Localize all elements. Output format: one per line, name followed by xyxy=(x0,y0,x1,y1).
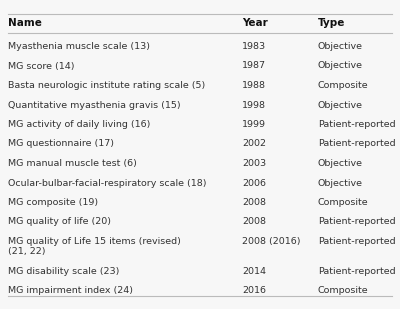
Text: Name: Name xyxy=(8,18,42,28)
Text: Composite: Composite xyxy=(318,81,369,90)
Text: 1988: 1988 xyxy=(242,81,266,90)
Text: MG quality of Life 15 items (revised): MG quality of Life 15 items (revised) xyxy=(8,237,181,246)
Text: Myasthenia muscle scale (13): Myasthenia muscle scale (13) xyxy=(8,42,150,51)
Text: 1987: 1987 xyxy=(242,61,266,70)
Text: Objective: Objective xyxy=(318,61,363,70)
Text: MG score (14): MG score (14) xyxy=(8,61,74,70)
Text: 2003: 2003 xyxy=(242,159,266,168)
Text: MG questionnaire (17): MG questionnaire (17) xyxy=(8,139,114,149)
Text: Objective: Objective xyxy=(318,179,363,188)
Text: Patient-reported: Patient-reported xyxy=(318,266,396,276)
Text: 2008: 2008 xyxy=(242,218,266,226)
Text: 2006: 2006 xyxy=(242,179,266,188)
Text: 1998: 1998 xyxy=(242,100,266,109)
Text: Objective: Objective xyxy=(318,159,363,168)
Text: Patient-reported: Patient-reported xyxy=(318,139,396,149)
Text: Type: Type xyxy=(318,18,345,28)
Text: Year: Year xyxy=(242,18,268,28)
Text: Objective: Objective xyxy=(318,42,363,51)
Text: 2008 (2016): 2008 (2016) xyxy=(242,237,300,246)
Text: MG composite (19): MG composite (19) xyxy=(8,198,98,207)
Text: (21, 22): (21, 22) xyxy=(8,247,46,256)
Text: Objective: Objective xyxy=(318,100,363,109)
Text: Patient-reported: Patient-reported xyxy=(318,237,396,246)
Text: 2002: 2002 xyxy=(242,139,266,149)
Text: MG impairment index (24): MG impairment index (24) xyxy=(8,286,133,295)
Text: 2016: 2016 xyxy=(242,286,266,295)
Text: 1983: 1983 xyxy=(242,42,266,51)
Text: MG activity of daily living (16): MG activity of daily living (16) xyxy=(8,120,150,129)
Text: MG quality of life (20): MG quality of life (20) xyxy=(8,218,111,226)
Text: Ocular-bulbar-facial-respiratory scale (18): Ocular-bulbar-facial-respiratory scale (… xyxy=(8,179,206,188)
Text: Composite: Composite xyxy=(318,286,369,295)
Text: Composite: Composite xyxy=(318,198,369,207)
Text: 1999: 1999 xyxy=(242,120,266,129)
Text: Basta neurologic institute rating scale (5): Basta neurologic institute rating scale … xyxy=(8,81,205,90)
Text: 2008: 2008 xyxy=(242,198,266,207)
Text: Patient-reported: Patient-reported xyxy=(318,218,396,226)
Text: MG manual muscle test (6): MG manual muscle test (6) xyxy=(8,159,137,168)
Text: Patient-reported: Patient-reported xyxy=(318,120,396,129)
Text: MG disability scale (23): MG disability scale (23) xyxy=(8,266,119,276)
Text: 2014: 2014 xyxy=(242,266,266,276)
Text: Quantitative myasthenia gravis (15): Quantitative myasthenia gravis (15) xyxy=(8,100,181,109)
